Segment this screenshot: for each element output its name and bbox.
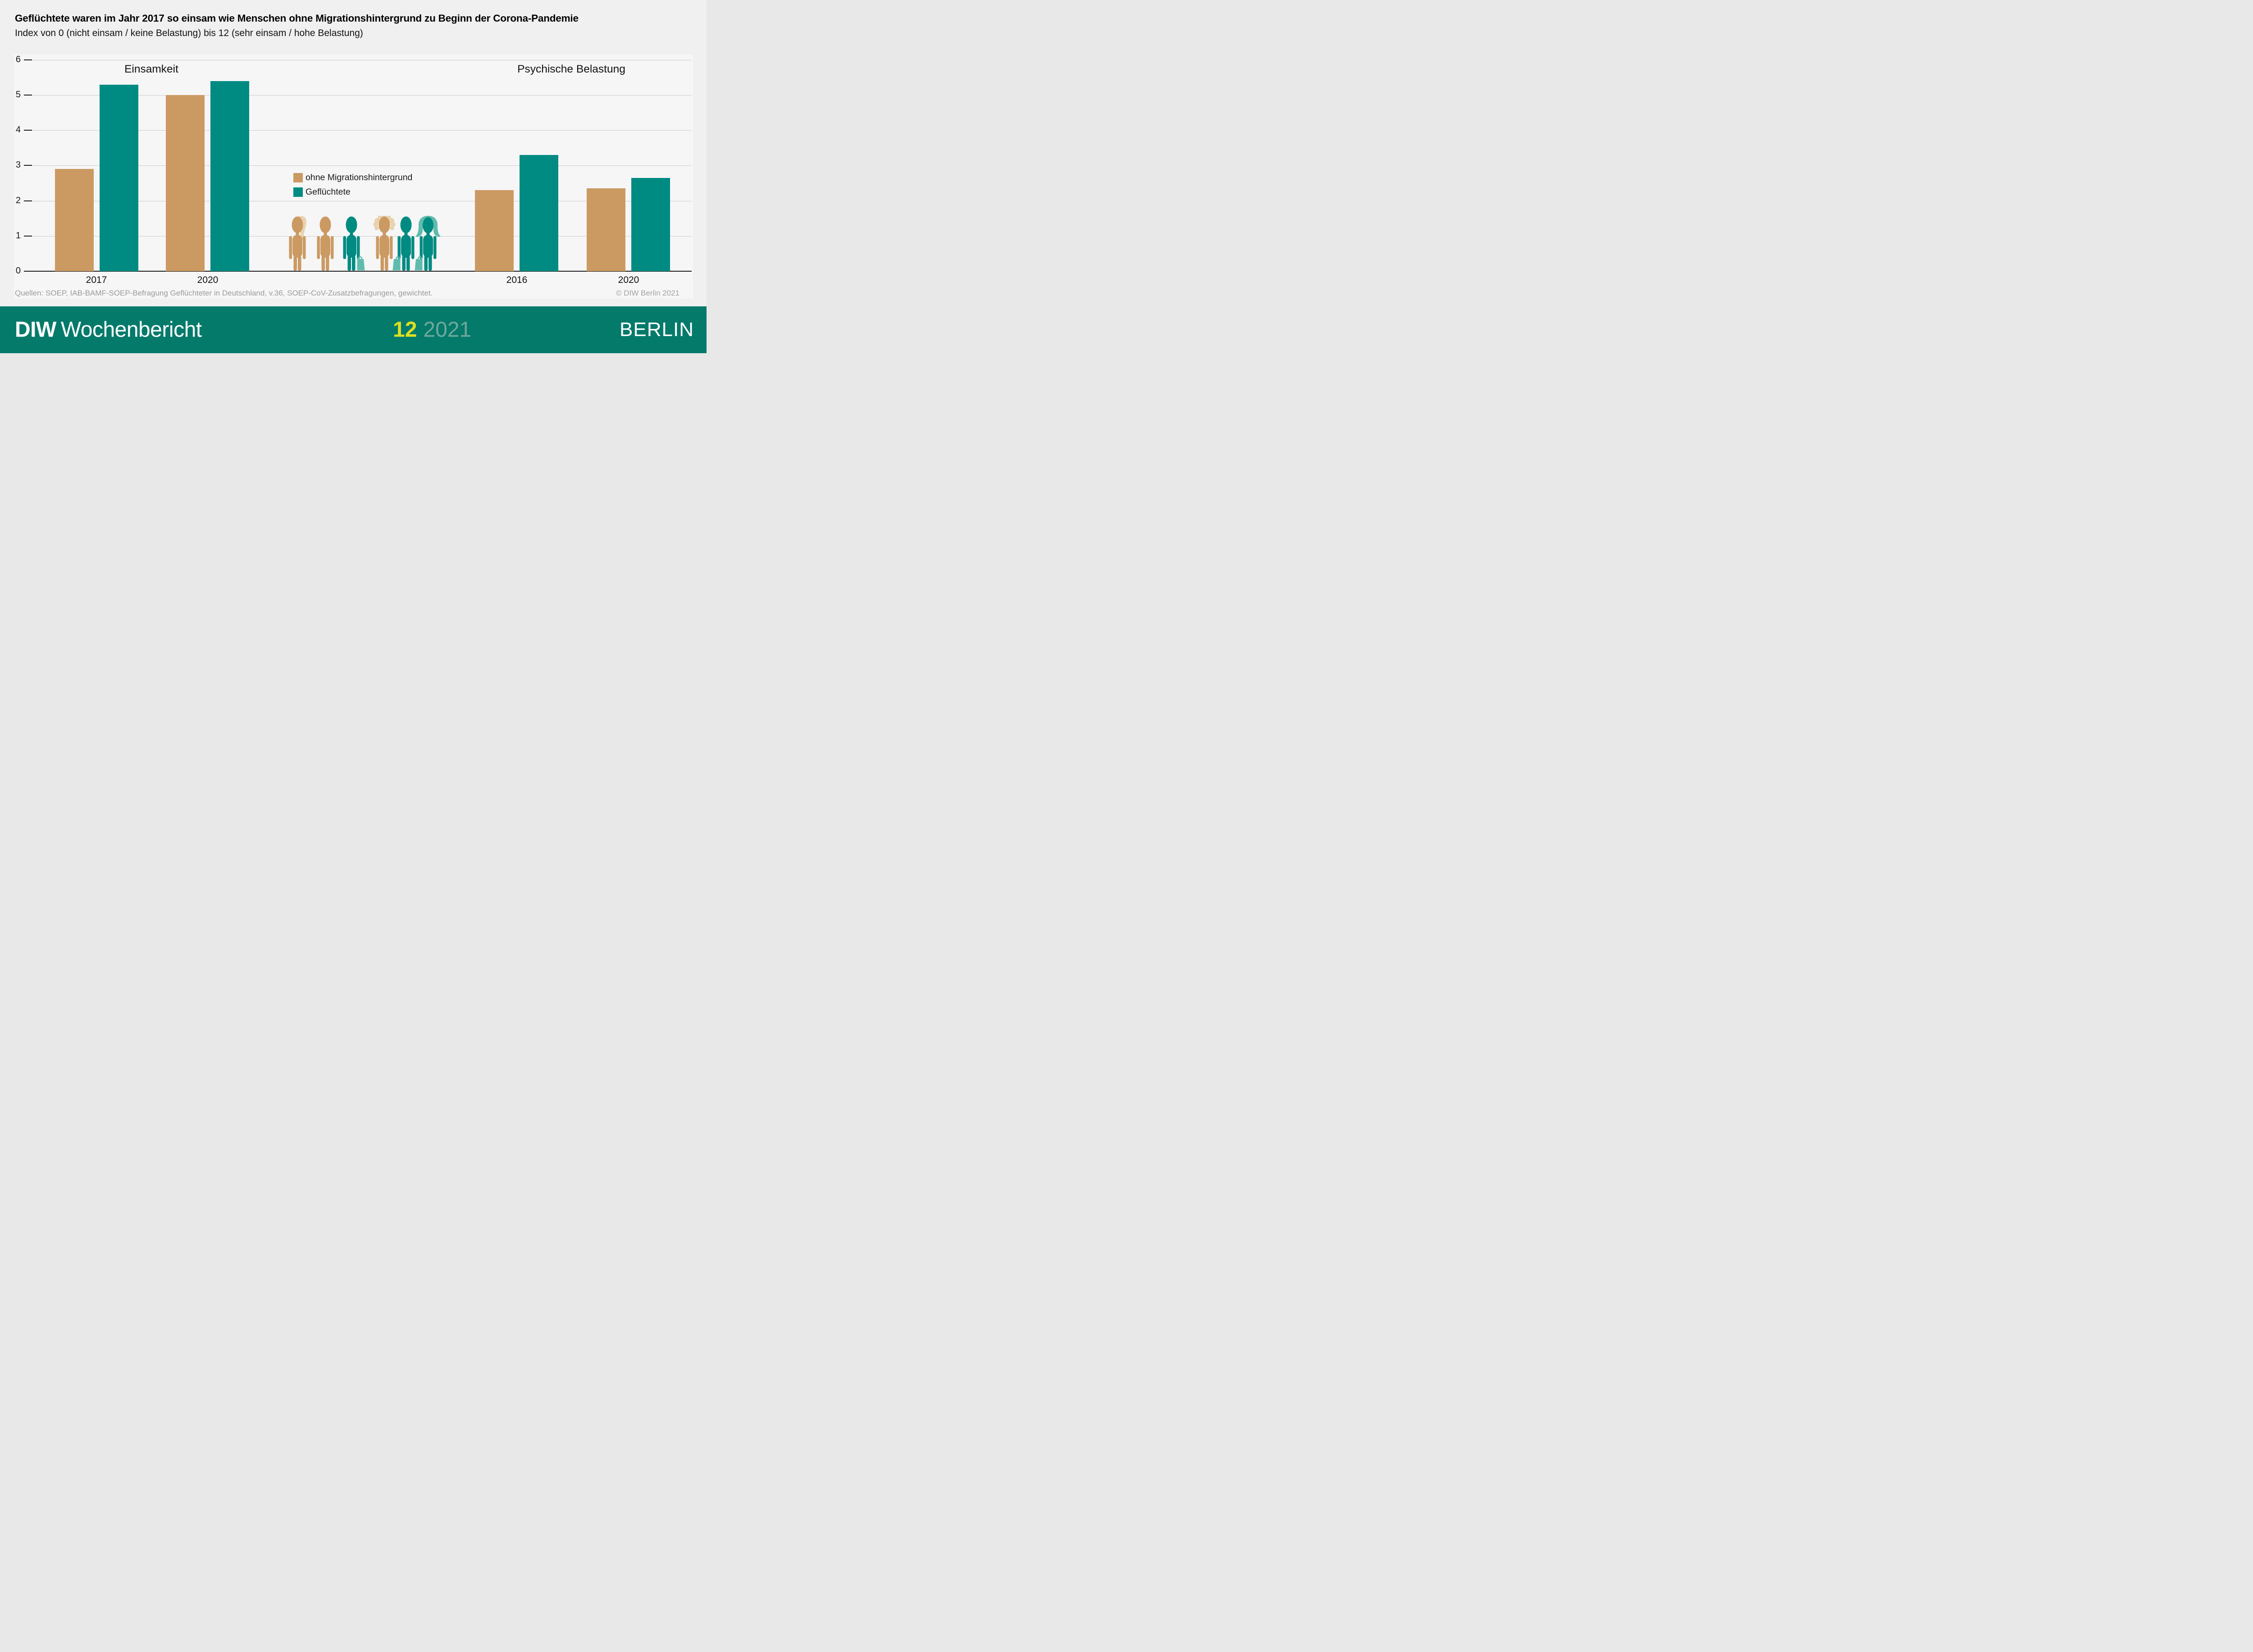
bar-einsamkeit-2020-ohne-migrationshintergrund — [166, 95, 205, 271]
gridline-5 — [32, 95, 692, 96]
gridline-1 — [32, 236, 692, 237]
bag-icon — [357, 259, 365, 270]
bar-einsamkeit-2017-ohne-migrationshintergrund — [55, 169, 94, 271]
bag-handle-icon — [357, 256, 363, 260]
brand-diw: DIW — [15, 318, 56, 342]
y-axis-tick-icon — [24, 165, 32, 166]
bar-psychische-belastung-2020-gefluechtete — [631, 177, 670, 271]
x-axis-category-label-2017: 2017 — [86, 275, 107, 285]
issue-year: 2021 — [423, 318, 472, 342]
y-axis-tick-icon — [24, 271, 32, 272]
y-axis-tick-label-2: 2 — [15, 195, 21, 205]
person-man-with-bag-icon — [343, 216, 365, 271]
bar-einsamkeit-2020-gefluechtete — [210, 81, 249, 271]
person-curly-hair-icon — [373, 216, 396, 271]
publication-brand: DIW Wochenbericht — [15, 318, 202, 342]
bag-handle-icon — [417, 256, 423, 260]
x-axis-category-label-2020: 2020 — [197, 275, 219, 285]
bob-hair-icon — [415, 216, 441, 237]
y-axis-tick-icon — [24, 59, 32, 60]
x-axis-line — [32, 271, 692, 272]
y-axis-tick-icon — [24, 200, 32, 201]
panel-title-psychische-belastung: Psychische Belastung — [517, 63, 625, 75]
y-axis-tick-label-1: 1 — [15, 230, 21, 241]
person-woman-ponytail-icon — [289, 216, 307, 271]
y-axis-tick-icon — [24, 235, 32, 237]
person-man-with-bag-icon — [392, 216, 415, 271]
person-woman-bob-with-bag-icon — [415, 216, 441, 271]
bar-psychische-belastung-2020-ohne-migrationshintergrund — [587, 188, 625, 271]
person-man-icon — [317, 216, 334, 271]
diw-logo-berlin-text: BERLIN — [620, 319, 694, 341]
x-axis-category-label-2020: 2020 — [618, 275, 639, 285]
copyright-note: © DIW Berlin 2021 — [616, 289, 680, 297]
brand-wochenbericht: Wochenbericht — [60, 318, 202, 342]
legend-swatch-tan-icon — [293, 173, 303, 182]
gridline-3 — [32, 165, 692, 166]
bag-icon — [415, 259, 423, 270]
y-axis-tick-label-3: 3 — [15, 160, 21, 170]
bar-psychische-belastung-2016-ohne-migrationshintergrund — [475, 190, 514, 271]
sources-note: Quellen: SOEP, IAB-BAMF-SOEP-Befragung G… — [15, 289, 433, 297]
y-axis-tick-label-4: 4 — [15, 125, 21, 135]
y-axis-tick-icon — [24, 95, 32, 96]
page-title: Geflüchtete waren im Jahr 2017 so einsam… — [15, 13, 579, 24]
gridline-4 — [32, 130, 692, 131]
page-subtitle: Index von 0 (nicht einsam / keine Belast… — [15, 28, 363, 38]
legend-label: Geflüchtete — [306, 187, 351, 197]
panel-title-einsamkeit: Einsamkeit — [124, 63, 178, 75]
infographic: Geflüchtete waren im Jahr 2017 so einsam… — [0, 0, 707, 353]
x-axis-category-label-2016: 2016 — [506, 275, 528, 285]
issue-number: 12 — [393, 318, 417, 342]
y-axis-tick-label-0: 0 — [15, 266, 21, 276]
bar-psychische-belastung-2016-gefluechtete — [520, 155, 558, 271]
bar-einsamkeit-2017-gefluechtete — [100, 84, 138, 271]
legend-label: ohne Migrationshintergrund — [306, 173, 413, 182]
issue-info: 12 2021 — [393, 318, 471, 342]
y-axis-tick-icon — [24, 130, 32, 131]
bag-icon — [392, 259, 401, 270]
legend-swatch-teal-icon — [293, 187, 303, 197]
bag-handle-icon — [395, 256, 401, 260]
y-axis-tick-label-5: 5 — [15, 90, 21, 100]
y-axis-tick-label-6: 6 — [15, 54, 21, 64]
